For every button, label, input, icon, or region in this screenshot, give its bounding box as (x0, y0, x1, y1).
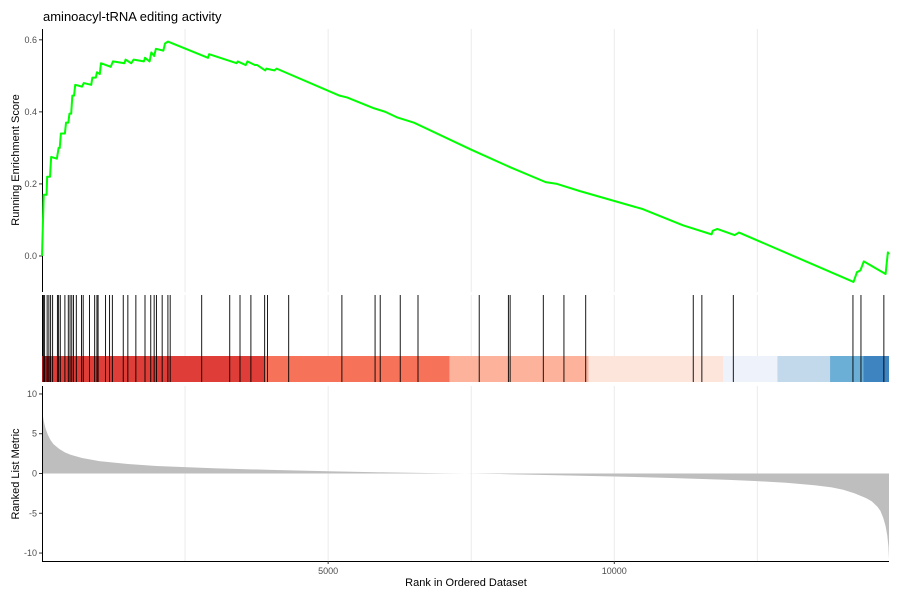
color-band (830, 356, 864, 382)
running-enrichment-line (41, 40, 890, 283)
enrichment-score-panel: 0.0 0.2 0.4 0.6 Running Enrichment Score (10, 29, 890, 292)
x-tick-label: 10000 (602, 566, 627, 576)
y-tick-label: -10 (24, 548, 37, 558)
enrichment-y-ticks: 0.0 0.2 0.4 0.6 (24, 35, 42, 261)
ranked-y-ticks: 10 5 0 -5 -10 (24, 389, 42, 558)
y-tick-label: 0 (32, 469, 37, 479)
ranked-metric-panel: 10 5 0 -5 -10 5000 10000 Ranked List Metric R… (10, 386, 889, 589)
color-band (588, 356, 724, 382)
color-band (449, 356, 589, 382)
color-band (264, 356, 450, 382)
x-ticks: 5000 10000 (318, 561, 627, 576)
y-tick-label: -5 (29, 508, 37, 518)
color-band (777, 356, 831, 382)
rank-color-bar (42, 356, 889, 382)
ranked-metric-area (42, 409, 889, 560)
ranked-y-axis-title: Ranked List Metric (10, 428, 22, 520)
y-tick-label: 0.6 (24, 35, 37, 45)
gene-hits-panel (42, 295, 889, 382)
color-band (723, 356, 778, 382)
enrichment-y-axis-title: Running Enrichment Score (10, 94, 22, 225)
color-band (42, 356, 52, 382)
y-tick-label: 0.2 (24, 179, 37, 189)
x-tick-label: 5000 (318, 566, 338, 576)
color-band (51, 356, 265, 382)
y-tick-label: 10 (27, 389, 37, 399)
y-tick-label: 0.4 (24, 107, 37, 117)
y-tick-label: 5 (32, 429, 37, 439)
chart-title: aminoacyl-tRNA editing activity (43, 9, 222, 24)
y-tick-label: 0.0 (24, 251, 37, 261)
gene-hit-marks (42, 295, 885, 382)
x-axis-title: Rank in Ordered Dataset (405, 577, 527, 589)
enrichment-gridlines (184, 29, 758, 292)
color-band (863, 356, 889, 382)
